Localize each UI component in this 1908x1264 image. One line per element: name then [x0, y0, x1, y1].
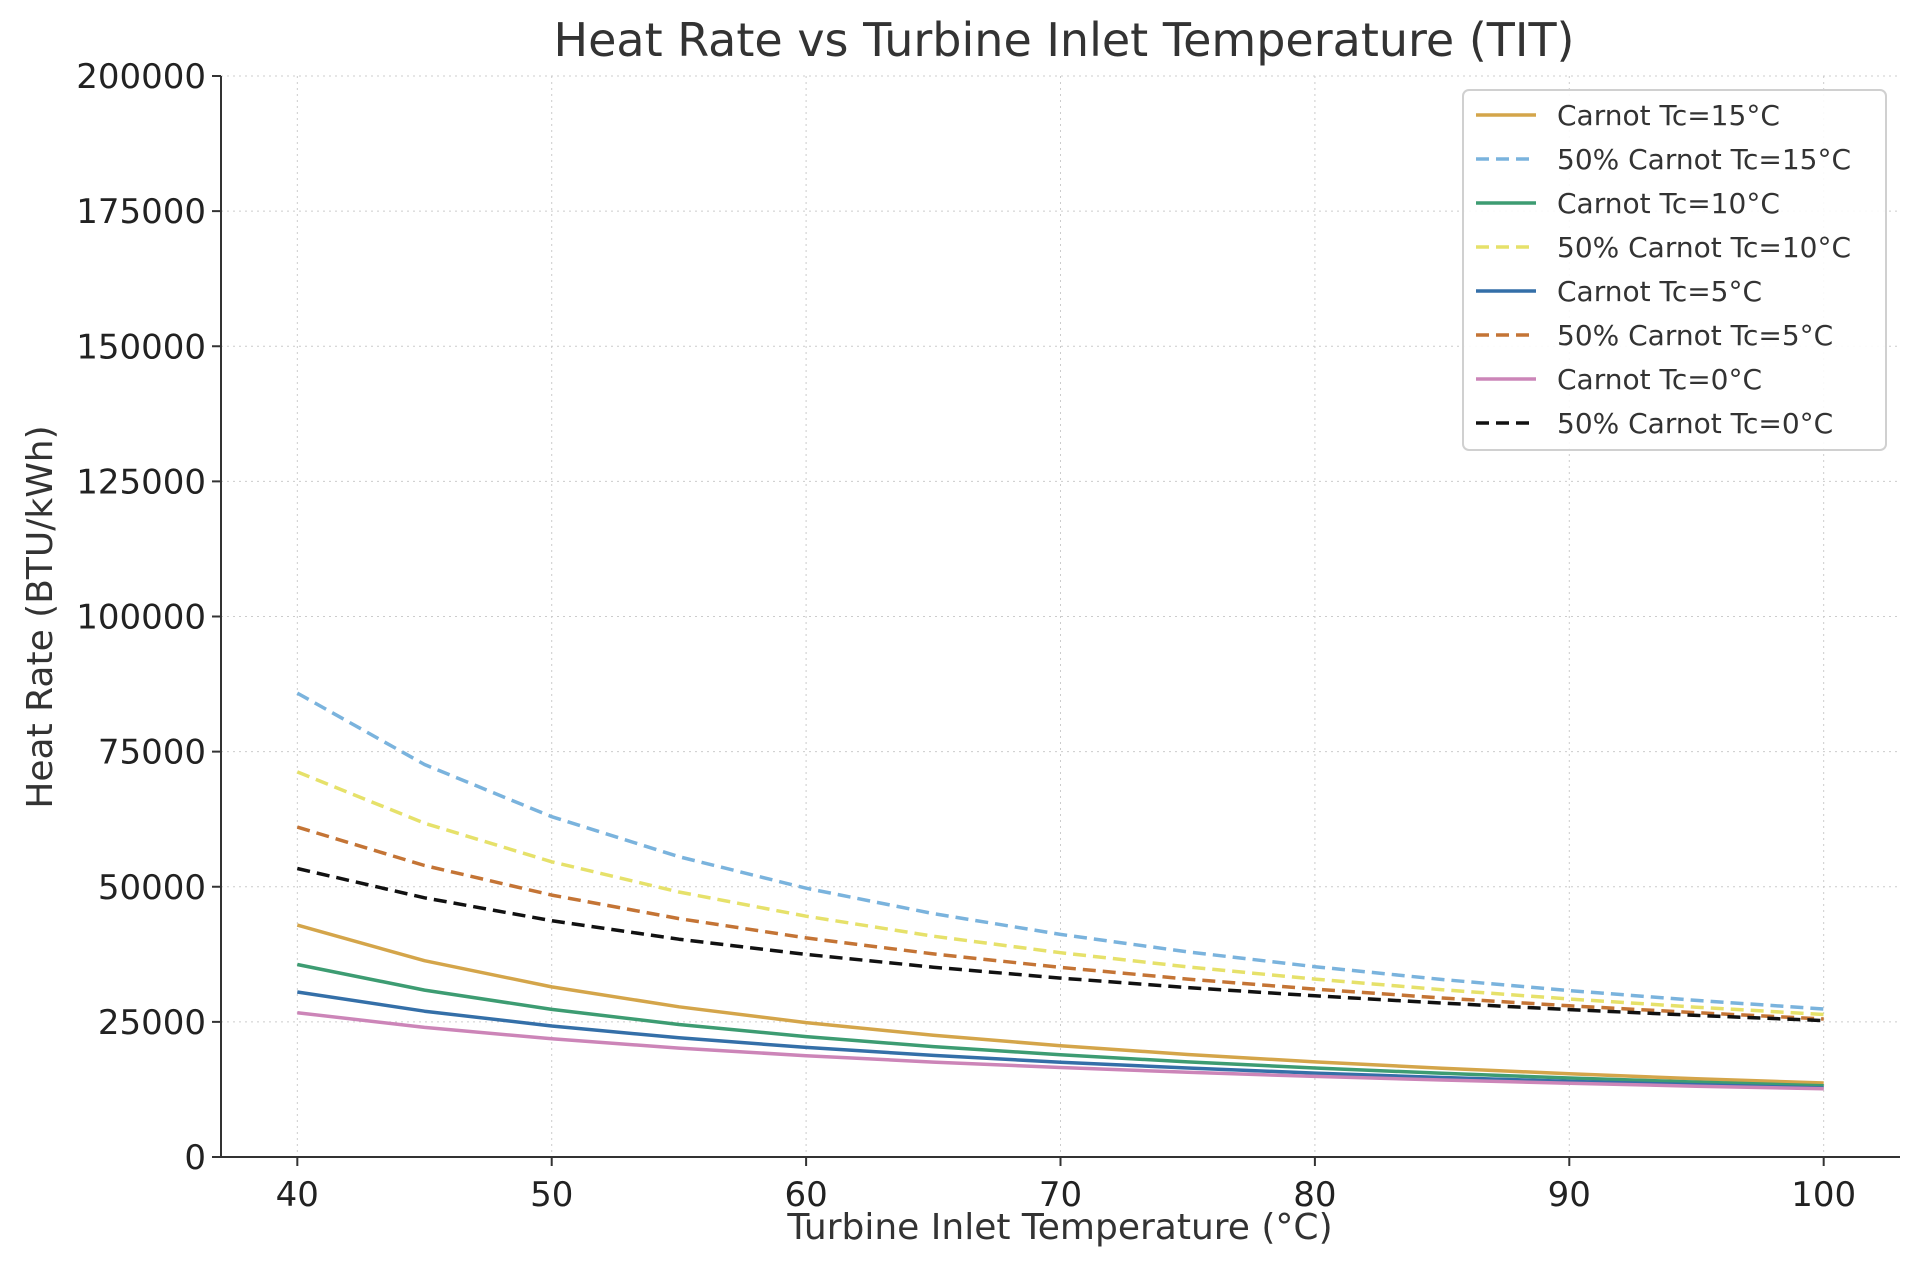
x-tick-label: 40	[276, 1175, 319, 1215]
series-line	[296, 923, 1824, 1085]
x-tick-label: 50	[530, 1175, 573, 1215]
legend-box	[1462, 89, 1887, 451]
y-ticks: 0 25000 50000 75000 100000 125000 150000 175000…	[76, 57, 221, 1178]
series-line	[297, 1010, 1824, 1091]
legend-label: Carnot Tc=0°C	[1557, 363, 1762, 396]
legend-label: Carnot Tc=15°C	[1557, 99, 1780, 132]
legend-label: Carnot Tc=10°C	[1557, 187, 1780, 220]
x-tick-label: 60	[784, 1175, 827, 1215]
x-tick-label: 90	[1548, 1175, 1591, 1215]
y-tick-label: 100000	[76, 598, 206, 638]
y-tick-label: 50000	[98, 868, 206, 908]
series-line	[296, 770, 1824, 1017]
y-tick-label: 150000	[76, 327, 206, 367]
series-line	[296, 866, 1824, 1023]
legend-label: Carnot Tc=5°C	[1557, 275, 1762, 308]
y-tick-label: 25000	[98, 1003, 206, 1043]
series-line	[296, 962, 1824, 1088]
x-ticks: 40 50 60 70 80 90 100	[276, 1157, 1856, 1215]
y-tick-label: 175000	[76, 192, 206, 232]
y-tick-label: 0	[184, 1138, 206, 1178]
y-axis-label: Heat Rate (BTU/kWh)	[20, 425, 61, 808]
legend: Carnot Tc=15°C 50% Carnot Tc=15°C Carnot T…	[1462, 89, 1887, 451]
x-tick-label: 100	[1791, 1175, 1856, 1215]
chart-title: Heat Rate vs Turbine Inlet Temperature (…	[553, 13, 1574, 67]
series-line	[297, 990, 1824, 1090]
x-tick-label: 80	[1293, 1175, 1336, 1215]
series-line	[296, 825, 1824, 1021]
x-tick-label: 70	[1039, 1175, 1082, 1215]
y-tick-label: 75000	[98, 733, 206, 773]
y-tick-label: 200000	[76, 57, 206, 97]
legend-label: 50% Carnot Tc=10°C	[1557, 231, 1851, 264]
series-lines	[296, 691, 1824, 1091]
legend-label: 50% Carnot Tc=0°C	[1557, 407, 1833, 440]
y-tick-label: 125000	[76, 462, 206, 502]
x-axis-label: Turbine Inlet Temperature (°C)	[786, 1207, 1332, 1248]
series-line	[296, 691, 1824, 1011]
legend-label: 50% Carnot Tc=5°C	[1557, 319, 1833, 352]
legend-label: 50% Carnot Tc=15°C	[1557, 143, 1851, 176]
